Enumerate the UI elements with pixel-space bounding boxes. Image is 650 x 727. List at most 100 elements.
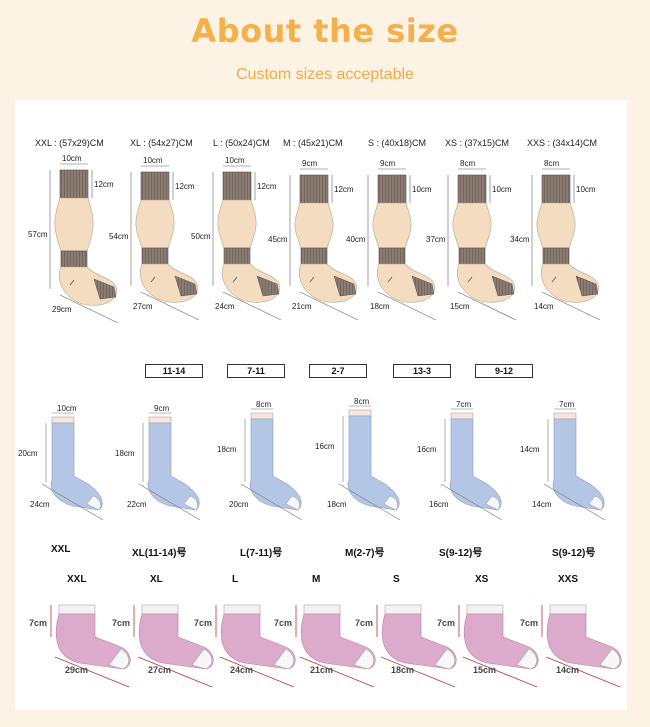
height-label: 7cm <box>437 618 456 628</box>
sock-cuff <box>148 416 172 424</box>
foot-length-line <box>219 656 295 688</box>
foot-length-line <box>380 656 456 688</box>
length-label: 16cm <box>417 445 437 454</box>
age-range-box: 13-3 <box>393 364 451 378</box>
crew-sock <box>41 412 104 521</box>
sock-toe <box>353 648 374 670</box>
size-header-m: M : (45x21)CM <box>283 138 343 148</box>
sock-ankle-band <box>141 247 169 265</box>
length-label: 45cm <box>268 235 288 244</box>
size-caption: M <box>312 574 321 585</box>
height-label: 7cm <box>274 618 293 628</box>
sock-toe <box>588 495 603 511</box>
sock-cuff <box>222 171 252 201</box>
cuff-height-label: 10cm <box>492 185 512 194</box>
top-width-label: 10cm <box>143 156 163 165</box>
sock-toe <box>575 275 599 297</box>
tube-sock <box>49 163 119 324</box>
sock-cuff <box>223 604 261 615</box>
height-label: 7cm <box>194 618 213 628</box>
ankle-sock <box>541 604 622 688</box>
crew-sock <box>240 408 303 521</box>
sock-body <box>347 415 400 511</box>
size-caption: S <box>393 574 400 585</box>
foot-length-label: 18cm <box>327 500 347 509</box>
foot-length-label: 15cm <box>473 665 497 675</box>
age-range-box: 2-7 <box>309 364 367 378</box>
cuff-height-label: 10cm <box>412 185 432 194</box>
foot-length-line <box>41 483 104 521</box>
tube-sock <box>367 168 437 321</box>
top-width-label: 8cm <box>544 159 560 168</box>
sock-toe <box>183 495 198 511</box>
sock-leg <box>452 202 492 249</box>
foot-length-line <box>462 656 538 688</box>
foot-length-line <box>338 483 401 521</box>
size-header-s: S : (40x18)CM <box>368 138 427 148</box>
foot-length-label: 14cm <box>534 302 554 311</box>
top-width-label: 8cm <box>354 397 370 406</box>
tube-sock <box>130 165 200 321</box>
length-label: 54cm <box>109 232 129 241</box>
top-width-label: 9cm <box>302 159 318 168</box>
sock-toe <box>108 648 129 670</box>
foot-length-line <box>377 291 437 321</box>
age-range-box: 7-11 <box>227 364 285 378</box>
sock-cuff <box>51 416 75 424</box>
height-label: 7cm <box>355 618 374 628</box>
sock-cuff <box>59 169 89 199</box>
top-width-label: 10cm <box>62 154 82 163</box>
sock-cuff <box>299 174 329 204</box>
foot-length-label: 14cm <box>532 500 552 509</box>
ankle-sock <box>133 604 214 688</box>
foot-length-label: 18cm <box>391 665 415 675</box>
tube-sock <box>212 165 282 321</box>
sock-heel-mark <box>69 279 75 286</box>
top-width-label: 8cm <box>460 159 476 168</box>
height-label: 7cm <box>112 618 131 628</box>
sock-heel-mark <box>150 276 156 283</box>
sock-ankle-band <box>458 247 486 265</box>
sock-cuff <box>140 171 170 201</box>
sock-cuff <box>541 174 571 204</box>
tube-sock <box>447 168 517 321</box>
foot-length-line <box>240 483 303 521</box>
length-label: 18cm <box>217 445 237 454</box>
foot-length-line <box>54 656 130 688</box>
foot-length-line <box>545 656 621 688</box>
sock-toe <box>285 495 300 511</box>
sock-toe <box>434 648 455 670</box>
foot-length-label: 27cm <box>148 665 172 675</box>
size-header-xl: XL : (54x27)CM <box>130 138 193 148</box>
sock-cuff <box>457 174 487 204</box>
sock-toe <box>256 275 280 297</box>
sock-leg <box>536 202 576 249</box>
sock-toe <box>599 648 620 670</box>
sock-leg <box>135 199 175 249</box>
crew-sock <box>440 408 503 521</box>
size-caption: L <box>232 574 239 585</box>
size-caption-s2: S(9-12)号 <box>552 548 596 559</box>
size-caption-xl: XL(11-14)号 <box>132 548 187 559</box>
top-width-label: 10cm <box>225 156 245 165</box>
length-label: 34cm <box>510 235 530 244</box>
sock-heel-mark <box>467 276 473 283</box>
sock-ankle-band <box>300 247 328 265</box>
sock-toe <box>333 275 357 297</box>
crew-sock <box>338 405 401 521</box>
foot-length-label: 22cm <box>127 500 147 509</box>
tube-sock <box>289 168 359 321</box>
size-caption-l: L(7-11)号 <box>240 548 283 559</box>
foot-length-line <box>299 656 375 688</box>
sock-cuff <box>303 604 341 615</box>
foot-length-line <box>138 483 201 521</box>
size-caption: XXS <box>558 574 579 585</box>
length-label: 50cm <box>191 232 211 241</box>
size-caption: XL <box>150 574 163 585</box>
ankle-sock <box>215 604 296 688</box>
length-label: 20cm <box>18 449 38 458</box>
cuff-height-label: 12cm <box>334 185 354 194</box>
foot-length-label: 15cm <box>450 302 470 311</box>
top-width-label: 8cm <box>256 400 272 409</box>
sock-toe <box>93 278 117 300</box>
